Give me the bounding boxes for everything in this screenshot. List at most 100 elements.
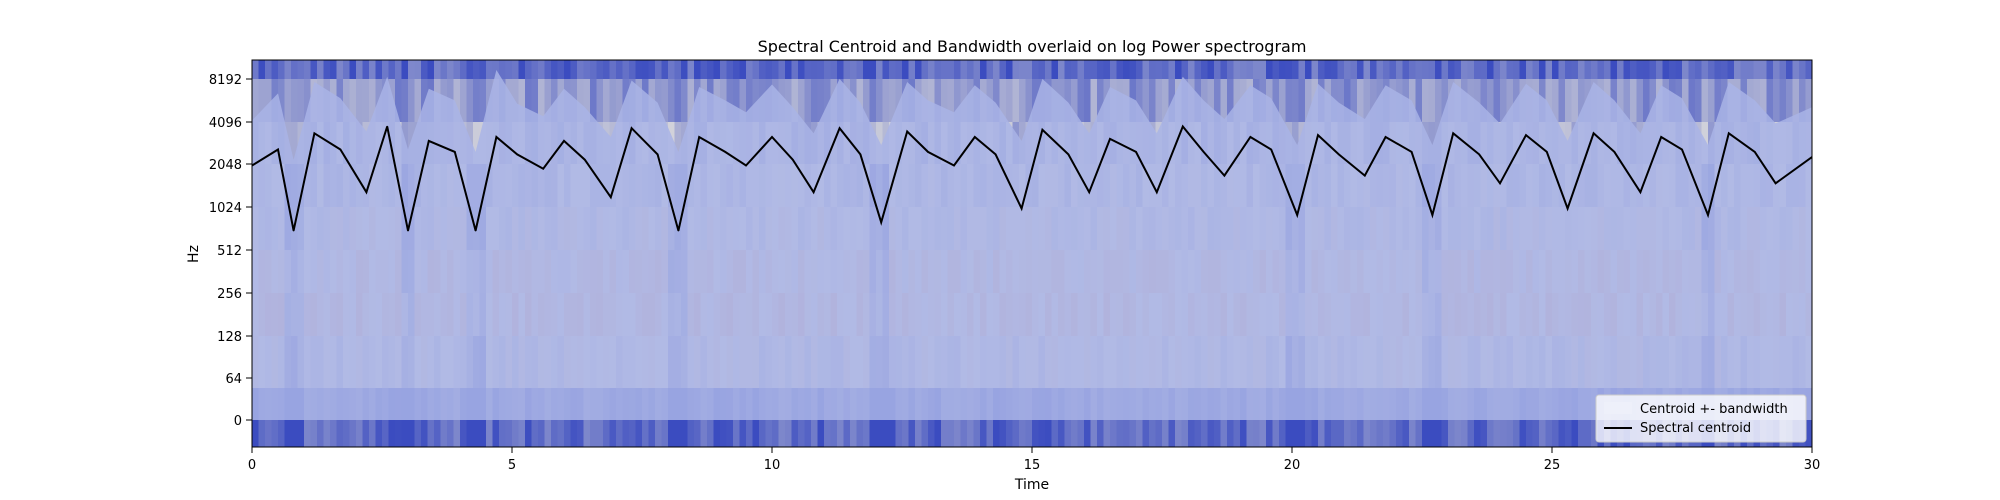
- centroid-point: [1525, 134, 1527, 136]
- spectrogram-cell: [700, 60, 708, 79]
- spectrogram-cell: [596, 79, 604, 122]
- spectrogram-cell: [369, 60, 377, 79]
- spectrogram-cell: [1337, 60, 1345, 79]
- spectrogram-cell: [1012, 60, 1020, 79]
- centroid-point: [1067, 153, 1070, 156]
- spectrogram-cell: [583, 60, 591, 79]
- spectrogram-cell: [642, 60, 650, 79]
- spectrogram-cell: [1428, 60, 1436, 79]
- spectrogram-cell: [928, 79, 936, 122]
- spectrogram-cell: [1006, 60, 1014, 79]
- spectrogram-cell: [999, 79, 1007, 122]
- centroid-point: [1384, 136, 1387, 138]
- centroid-point: [1020, 207, 1023, 210]
- spectrogram-cell: [759, 60, 767, 79]
- spectrogram-cell: [1623, 60, 1631, 79]
- spectrogram-cell: [1714, 60, 1722, 79]
- spectrogram-cell: [830, 60, 838, 79]
- spectrogram-cell: [817, 79, 825, 122]
- spectrogram-cell: [1402, 60, 1410, 79]
- spectrogram-cell: [1623, 79, 1631, 122]
- spectrogram-cell: [915, 60, 923, 79]
- centroid-point: [1041, 129, 1044, 131]
- spectrogram-cell: [590, 79, 598, 122]
- spectrogram-cell: [1539, 60, 1547, 79]
- spectrogram-cell: [395, 79, 403, 122]
- spectrogram-cell: [869, 79, 877, 122]
- spectrogram-cell: [291, 79, 299, 122]
- spectrogram-cell: [1032, 60, 1040, 79]
- spectrogram-cell: [1617, 60, 1625, 79]
- spectrogram-cell: [1103, 60, 1111, 79]
- spectrogram-cell: [349, 60, 357, 79]
- spectrogram-cell: [1259, 60, 1267, 79]
- spectrogram-cell: [304, 60, 312, 79]
- spectrogram-cell: [421, 79, 429, 122]
- spectrogram-cell: [1636, 60, 1644, 79]
- spectrogram-cell: [1649, 60, 1657, 79]
- spectrogram-cell: [505, 60, 513, 79]
- spectrogram-cell: [824, 60, 832, 79]
- spectrogram-cell: [1636, 79, 1644, 122]
- spectrogram-cell: [1513, 60, 1521, 79]
- spectrogram-cell: [1318, 60, 1326, 79]
- spectrogram-cell: [557, 60, 565, 79]
- centroid-point: [1728, 132, 1730, 135]
- spectrogram-cell: [1272, 60, 1280, 79]
- centroid-point: [1296, 214, 1298, 216]
- spectrogram-cell: [1578, 60, 1586, 79]
- spectrogram-cell: [954, 60, 962, 79]
- spectrogram-cell: [726, 60, 734, 79]
- spectrogram-cell: [1110, 60, 1118, 79]
- spectrogram-cell: [1558, 79, 1566, 122]
- spectrogram-cell: [1766, 60, 1774, 79]
- spectrogram-cell: [1532, 60, 1540, 79]
- spectrogram-cell: [427, 60, 435, 79]
- centroid-point: [313, 132, 316, 135]
- spectrogram-cell: [1506, 79, 1514, 122]
- spectrogram-cell: [362, 60, 370, 79]
- spectrogram-cell: [1350, 79, 1358, 122]
- spectrogram-cell: [1064, 60, 1072, 79]
- spectrogram-cell: [1734, 60, 1742, 79]
- spectrogram-cell: [1422, 79, 1430, 122]
- spectrogram-cell: [1363, 60, 1371, 79]
- spectrogram-cell: [473, 122, 481, 164]
- spectrogram-cell: [1129, 60, 1137, 79]
- spectrogram-cell: [531, 79, 539, 122]
- spectrogram-cell: [408, 79, 416, 122]
- spectrogram-cell: [668, 60, 676, 79]
- spectrogram-cell: [765, 60, 773, 79]
- spectrogram-cell: [1233, 60, 1241, 79]
- centroid-point: [495, 136, 498, 138]
- centroid-point: [1338, 153, 1340, 156]
- spectrogram-cell: [687, 60, 695, 79]
- spectrogram-cell: [804, 79, 812, 122]
- spectrogram-cell: [1006, 79, 1014, 122]
- spectrogram-cell: [1682, 79, 1690, 122]
- spectrogram-cell: [1708, 79, 1716, 122]
- spectrogram-cell: [453, 79, 461, 122]
- spectrogram-cell: [1305, 60, 1313, 79]
- spectrogram-cell: [655, 79, 663, 122]
- spectrogram-cell: [863, 79, 871, 122]
- spectrogram-cell: [1305, 79, 1313, 122]
- spectrogram-cell: [1311, 60, 1319, 79]
- spectrogram-cell: [798, 60, 806, 79]
- spectrogram-cell: [947, 60, 955, 79]
- spectrogram-cell: [414, 79, 422, 122]
- spectrogram-cell: [258, 79, 266, 122]
- spectrogram-cell: [473, 79, 481, 122]
- spectrogram-cell: [1370, 60, 1378, 79]
- spectrogram-cell: [1701, 60, 1709, 79]
- centroid-point: [771, 136, 773, 138]
- bandwidth-band: [252, 70, 1812, 420]
- spectrogram-cell: [1090, 60, 1098, 79]
- spectrogram-cell: [538, 60, 546, 79]
- spectrogram-cell: [1448, 60, 1456, 79]
- spectrogram-cell: [1799, 60, 1807, 79]
- x-tick-label: 30: [1804, 458, 1821, 473]
- centroid-point: [563, 140, 565, 142]
- spectrogram-cell: [1064, 79, 1072, 122]
- spectrogram-cell: [798, 79, 806, 122]
